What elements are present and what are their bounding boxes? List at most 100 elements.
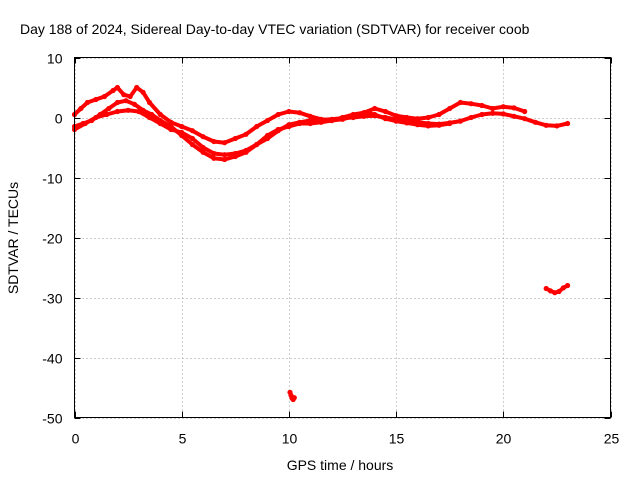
data-point	[554, 123, 560, 129]
data-point	[447, 105, 453, 112]
series-track-upper	[71, 84, 528, 146]
x-tick-label: 5	[179, 431, 187, 447]
y-tick-label: -40	[42, 351, 62, 367]
data-point	[211, 150, 217, 157]
data-point	[522, 108, 528, 115]
x-tick-label: 25	[604, 431, 620, 447]
x-tick-label: 0	[72, 431, 80, 447]
data-point	[189, 135, 195, 142]
data-point	[361, 113, 367, 119]
data-point	[136, 108, 142, 115]
data-point	[414, 122, 421, 128]
data-point	[101, 93, 108, 100]
chart-title: Day 188 of 2024, Sidereal Day-to-day VTE…	[20, 21, 530, 37]
data-point	[436, 122, 442, 128]
data-point	[318, 119, 324, 125]
data-point	[179, 123, 185, 130]
data-point	[404, 114, 410, 121]
y-tick-label: -30	[42, 291, 62, 307]
data-point	[457, 118, 463, 124]
data-point	[339, 114, 346, 121]
data-point	[393, 113, 399, 119]
data-point	[479, 111, 485, 118]
data-point	[121, 92, 127, 98]
data-point	[114, 108, 120, 115]
data-point	[222, 156, 228, 163]
data-point	[179, 129, 185, 136]
data-point	[547, 288, 554, 294]
data-point	[146, 114, 153, 121]
data-point	[275, 126, 281, 133]
data-point	[275, 111, 281, 118]
data-point	[297, 120, 303, 127]
data-point	[78, 105, 84, 112]
data-point	[125, 107, 131, 113]
data-point	[543, 285, 549, 292]
data-point	[243, 147, 249, 154]
series-track-lower	[71, 107, 453, 158]
data-point	[82, 120, 88, 127]
data-point	[565, 120, 571, 127]
data-point	[414, 116, 421, 122]
data-point	[140, 89, 146, 95]
y-axis-title: SDTVAR / TECUs	[5, 182, 21, 294]
data-point	[372, 105, 378, 112]
data-point	[307, 113, 313, 119]
data-point	[361, 110, 367, 116]
data-point	[543, 122, 549, 128]
data-point	[382, 116, 388, 122]
data-point	[511, 105, 517, 111]
data-point	[556, 288, 562, 295]
data-point	[146, 99, 153, 106]
data-point	[211, 155, 217, 161]
data-point	[286, 123, 292, 130]
data-point	[222, 140, 228, 146]
x-tick-label: 20	[496, 431, 512, 447]
data-point	[565, 282, 571, 289]
data-point	[425, 114, 431, 121]
data-point	[457, 99, 463, 106]
data-point	[189, 128, 195, 134]
data-point	[157, 120, 163, 127]
data-point	[532, 119, 539, 125]
data-point	[372, 111, 378, 118]
data-point	[131, 101, 138, 107]
y-tick-label: 0	[55, 111, 63, 127]
data-point	[382, 108, 388, 115]
data-point	[447, 120, 453, 127]
data-point	[200, 144, 206, 151]
data-point	[500, 104, 506, 110]
data-point	[560, 285, 566, 291]
data-point	[468, 114, 474, 121]
data-point	[157, 111, 163, 118]
data-point	[200, 134, 206, 140]
plot-frame	[74, 57, 611, 418]
y-tick-label: -20	[42, 231, 62, 247]
data-point	[393, 118, 399, 124]
data-point	[114, 99, 120, 106]
x-tick-labels: 0 5 10 15 20 25	[72, 431, 620, 447]
x-tick-label: 15	[389, 431, 405, 447]
data-point	[134, 84, 140, 91]
data-point	[404, 120, 410, 126]
data-point	[114, 84, 120, 91]
data-point	[106, 105, 112, 112]
data-point	[211, 138, 217, 145]
data-point	[104, 111, 110, 118]
data-point	[189, 141, 195, 148]
data-point	[436, 111, 442, 118]
data-point	[84, 99, 90, 106]
data-point	[254, 141, 260, 148]
data-point	[254, 123, 260, 130]
data-point	[168, 126, 174, 133]
data-point	[500, 111, 506, 117]
data-point	[291, 395, 297, 401]
data-point	[522, 116, 528, 122]
data-point	[297, 110, 303, 116]
data-point	[243, 131, 249, 137]
y-tick-labels: 10 0 -10 -20 -30 -40 -50	[42, 51, 62, 427]
data-point	[511, 113, 517, 119]
data-point	[93, 114, 99, 121]
data-point	[123, 98, 129, 104]
